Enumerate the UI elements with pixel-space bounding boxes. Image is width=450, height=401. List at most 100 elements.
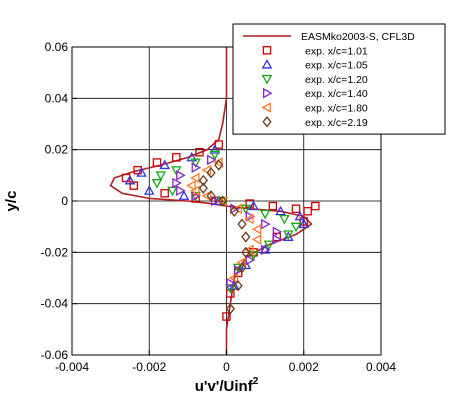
legend-marker [262, 87, 273, 99]
data-point [218, 195, 228, 207]
x-tick-label: 0 [223, 360, 230, 374]
data-point [236, 257, 246, 268]
series-4 [172, 154, 283, 289]
data-point [282, 230, 294, 240]
y-tick-label: 0.04 [45, 91, 69, 105]
data-point [210, 195, 221, 207]
data-point [201, 164, 212, 176]
legend-box [232, 23, 446, 135]
y-tick-label: 0.02 [45, 143, 69, 157]
data-point [222, 312, 231, 321]
data-point [209, 144, 221, 154]
data-point [229, 205, 239, 217]
data-point [298, 218, 310, 229]
data-point [155, 171, 167, 181]
data-point [226, 289, 235, 298]
data-point [225, 303, 235, 315]
data-point [251, 223, 262, 235]
data-point [151, 179, 163, 189]
data-point [261, 218, 271, 230]
legend-entry-label: exp. x/c=1.80 [305, 103, 368, 115]
data-point [143, 185, 155, 195]
legend: EASMko2003-S, CFL3D exp. x/c=1.01 exp. x/c… [232, 23, 446, 135]
x-tick-label: 0.004 [366, 360, 396, 374]
data-point [213, 195, 225, 206]
y-tick-label: -0.02 [41, 245, 69, 259]
data-point [279, 214, 290, 225]
data-point [172, 153, 181, 162]
data-point [244, 213, 254, 225]
data-point [152, 158, 162, 167]
data-point [241, 231, 251, 243]
legend-marker [262, 116, 272, 128]
data-point [290, 222, 302, 233]
data-point [303, 207, 312, 216]
legend-entry-label: EASMko2003-S, CFL3D [301, 31, 415, 43]
legend-marker [262, 46, 272, 55]
data-point [294, 210, 306, 221]
data-point [206, 167, 216, 179]
data-point [159, 159, 171, 170]
data-point [198, 174, 208, 187]
data-point [191, 162, 202, 173]
data-point [201, 190, 212, 202]
data-point [207, 154, 217, 166]
x-tick-label: -0.004 [55, 360, 89, 374]
x-axis-title-main: u'v'/Uinf [195, 378, 254, 395]
legend-entry-label: exp. x/c=2.19 [305, 117, 368, 129]
legend-marker [261, 59, 273, 69]
y-tick-label: -0.04 [41, 297, 69, 311]
x-axis-title-superscript: 2 [253, 376, 259, 387]
x-axis-title: u'v'/Uinf2 [195, 376, 259, 395]
data-point [311, 201, 320, 211]
legend-entry-label: exp. x/c=1.05 [305, 60, 368, 72]
data-point [259, 209, 271, 220]
data-point [241, 246, 251, 258]
data-point [178, 190, 190, 200]
data-point [237, 218, 247, 230]
data-point [124, 174, 136, 185]
axis-titles: u'v'/Uinf2 y/c [3, 191, 259, 395]
legend-entry-label: exp. x/c=1.40 [305, 88, 368, 100]
data-point [245, 254, 256, 266]
y-tick-label: 0.06 [45, 40, 69, 54]
y-axis-title: y/c [3, 191, 20, 212]
data-point [232, 263, 244, 274]
data-point [206, 190, 216, 202]
data-point [176, 185, 186, 197]
data-point [214, 159, 224, 171]
data-point [228, 272, 239, 284]
legend-entry-label: exp. x/c=1.01 [305, 45, 368, 57]
data-point [268, 201, 278, 211]
data-point [259, 244, 271, 254]
data-point [272, 234, 283, 245]
legend-marker [261, 74, 273, 85]
data-point [190, 172, 200, 184]
y-tick-label: -0.06 [41, 348, 69, 362]
data-point [251, 234, 262, 245]
data-point [214, 140, 224, 149]
data-point [226, 277, 236, 289]
data-point [217, 196, 228, 207]
data-point [160, 189, 169, 198]
data-point [190, 185, 200, 197]
data-point [263, 240, 275, 251]
data-point [233, 280, 243, 292]
x-tick-label: 0.002 [289, 360, 319, 374]
data-point [240, 204, 252, 215]
ticks: -0.004 -0.002 0 0.002 0.004 -0.06 -0.04 -0.02 0 0… [41, 40, 397, 374]
data-point [195, 147, 204, 157]
data-point [272, 226, 283, 238]
data-point [172, 177, 182, 189]
data-point [282, 231, 294, 241]
data-point [209, 150, 221, 161]
data-point [170, 166, 182, 176]
data-point [176, 170, 186, 181]
series-6 [198, 159, 251, 315]
legend-entry-label: exp. x/c=1.20 [305, 74, 368, 86]
data-point [190, 158, 201, 169]
x-tick-label: -0.002 [132, 360, 166, 374]
data-point [291, 204, 301, 213]
data-point [248, 200, 259, 211]
